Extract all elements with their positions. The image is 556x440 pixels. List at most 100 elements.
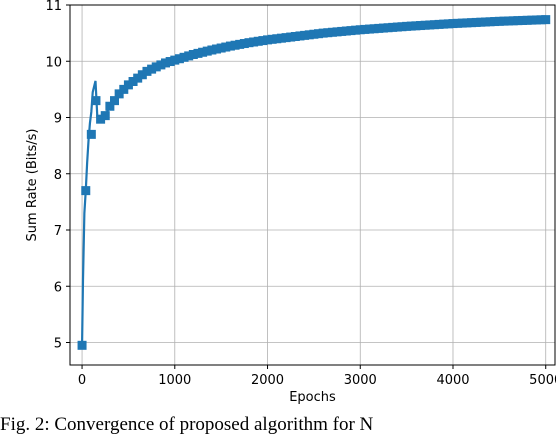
series-marker — [281, 33, 291, 43]
series-marker — [346, 26, 356, 36]
series-marker — [133, 73, 143, 83]
x-tick-label: 5000 — [529, 373, 556, 388]
series-marker — [327, 27, 337, 37]
series-marker — [96, 114, 106, 124]
series-marker — [499, 16, 509, 26]
plot-frame — [69, 4, 556, 366]
series-marker — [188, 50, 198, 59]
x-tick-label: 1000 — [158, 373, 191, 388]
series-marker — [457, 18, 467, 28]
series-marker — [351, 25, 361, 35]
series-marker — [527, 15, 537, 25]
series-marker — [142, 66, 152, 76]
series-marker — [258, 36, 268, 46]
series-marker — [161, 58, 171, 68]
series-marker — [318, 28, 328, 38]
series-marker — [513, 16, 523, 26]
series-marker — [504, 16, 514, 26]
series-marker — [448, 19, 458, 29]
series-marker — [392, 22, 402, 32]
x-axis-label: Epochs — [289, 390, 336, 405]
series-marker — [91, 96, 101, 106]
series-marker — [77, 340, 87, 350]
series-marker — [128, 77, 138, 86]
series-marker — [541, 15, 551, 25]
series-marker — [156, 60, 166, 70]
series-marker — [198, 47, 208, 57]
series-marker — [355, 25, 365, 35]
series-marker — [304, 30, 314, 40]
y-tick-label: 10 — [45, 55, 62, 70]
series-marker — [137, 70, 147, 80]
x-tick-label: 0 — [78, 373, 86, 388]
series-marker — [337, 26, 347, 36]
series-marker — [425, 20, 435, 30]
series-marker — [309, 29, 319, 39]
series-marker — [490, 17, 500, 27]
series-marker — [276, 33, 286, 43]
series-marker — [263, 35, 273, 45]
series-marker — [462, 18, 472, 28]
series-marker — [193, 48, 203, 58]
grid — [70, 4, 555, 365]
series-marker — [100, 111, 110, 121]
series-marker — [179, 52, 189, 62]
y-tick-label: 8 — [54, 168, 62, 183]
series-marker — [165, 57, 175, 67]
ticks: 0 1000 2000 3000 4000 5000 5 6 7 8 9 10 11 — [45, 0, 556, 388]
series-marker — [151, 62, 161, 72]
series-marker — [388, 22, 398, 32]
series-marker — [114, 89, 124, 99]
series-marker — [286, 32, 296, 42]
series-marker — [429, 20, 439, 30]
series-marker — [221, 42, 231, 52]
series-marker — [323, 28, 333, 38]
series-marker — [406, 21, 416, 31]
series-marker — [110, 96, 120, 106]
sum-rate-chart: 0 1000 2000 3000 4000 5000 5 6 7 8 9 10 11 Epochs Su… — [25, 0, 556, 405]
x-tick-label: 2000 — [251, 373, 284, 388]
series-marker — [174, 54, 184, 64]
series-marker — [253, 36, 263, 46]
series-marker — [332, 27, 342, 37]
series-marker — [81, 186, 91, 196]
y-tick-label: 6 — [54, 280, 62, 295]
series-marker — [480, 17, 490, 27]
series-marker — [341, 26, 351, 36]
figure-caption: Fig. 2: Convergence of proposed algorith… — [0, 414, 374, 435]
x-tick-label: 4000 — [436, 373, 469, 388]
y-axis-label: Sum Rate (Bits/s) — [25, 129, 40, 242]
series-marker — [230, 40, 240, 50]
series-marker — [202, 46, 212, 56]
series-marker — [147, 64, 157, 74]
series-marker — [374, 23, 384, 33]
series-marker — [184, 51, 194, 61]
y-tick-label: 11 — [45, 0, 62, 14]
series-marker — [360, 24, 370, 34]
series-marker — [420, 20, 430, 30]
series-marker — [383, 23, 393, 33]
series-marker — [225, 41, 235, 51]
series-marker — [207, 45, 217, 55]
series-marker — [476, 17, 486, 27]
y-tick-label: 7 — [54, 224, 62, 239]
series-marker — [272, 34, 282, 44]
y-tick-label: 5 — [54, 337, 62, 352]
series-marker — [314, 29, 324, 39]
series-marker — [105, 101, 115, 111]
series-marker — [216, 43, 226, 53]
series-marker — [369, 24, 379, 34]
series-marker — [300, 30, 310, 40]
series-marker — [244, 38, 254, 48]
series-marker — [536, 15, 546, 25]
series-marker — [365, 24, 375, 34]
series-marker — [86, 129, 96, 139]
axes — [69, 4, 556, 366]
series-marker — [439, 19, 449, 29]
series-layer — [77, 15, 551, 350]
series-marker — [397, 22, 407, 32]
series-marker — [522, 15, 532, 25]
series-marker — [471, 17, 481, 27]
series-marker — [235, 39, 245, 49]
series-marker — [485, 17, 495, 27]
